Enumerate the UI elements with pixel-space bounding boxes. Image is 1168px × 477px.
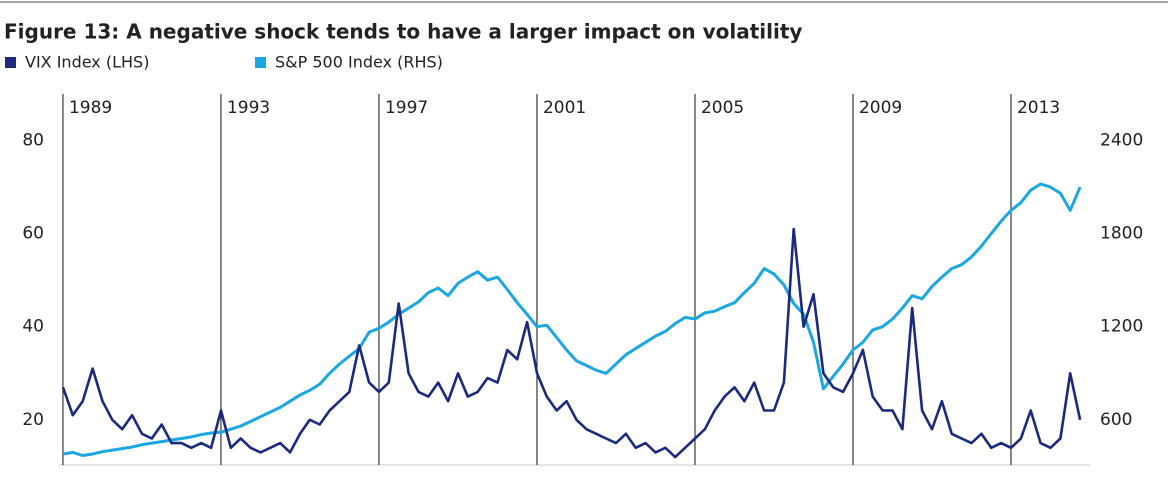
legend-swatch [5,57,16,68]
chart-title: Figure 13: A negative shock tends to hav… [4,20,802,44]
series-line [62,182,1082,457]
y-tick-label: 40 [22,317,44,337]
x-tick-label: 2009 [859,98,902,118]
legend-label: S&P 500 Index (RHS) [275,53,443,72]
series-line [61,227,1082,459]
x-tick-label: 2005 [701,98,744,118]
x-tick-label: 1993 [227,98,270,118]
x-tick-label: 1997 [385,98,428,118]
x-tick-label: 2001 [543,98,586,118]
x-tick-label: 2013 [1017,98,1060,118]
legend-swatch [255,57,266,68]
y2-tick-label: 1800 [1100,224,1143,244]
y-tick-label: 20 [22,410,44,430]
x-tick-label: 1989 [69,98,112,118]
y2-tick-label: 1200 [1100,317,1143,337]
y2-tick-label: 2400 [1100,131,1143,151]
legend-label: VIX Index (LHS) [25,53,149,72]
y-tick-label: 80 [22,131,44,151]
y2-tick-label: 600 [1100,410,1132,430]
y-tick-label: 60 [22,224,44,244]
